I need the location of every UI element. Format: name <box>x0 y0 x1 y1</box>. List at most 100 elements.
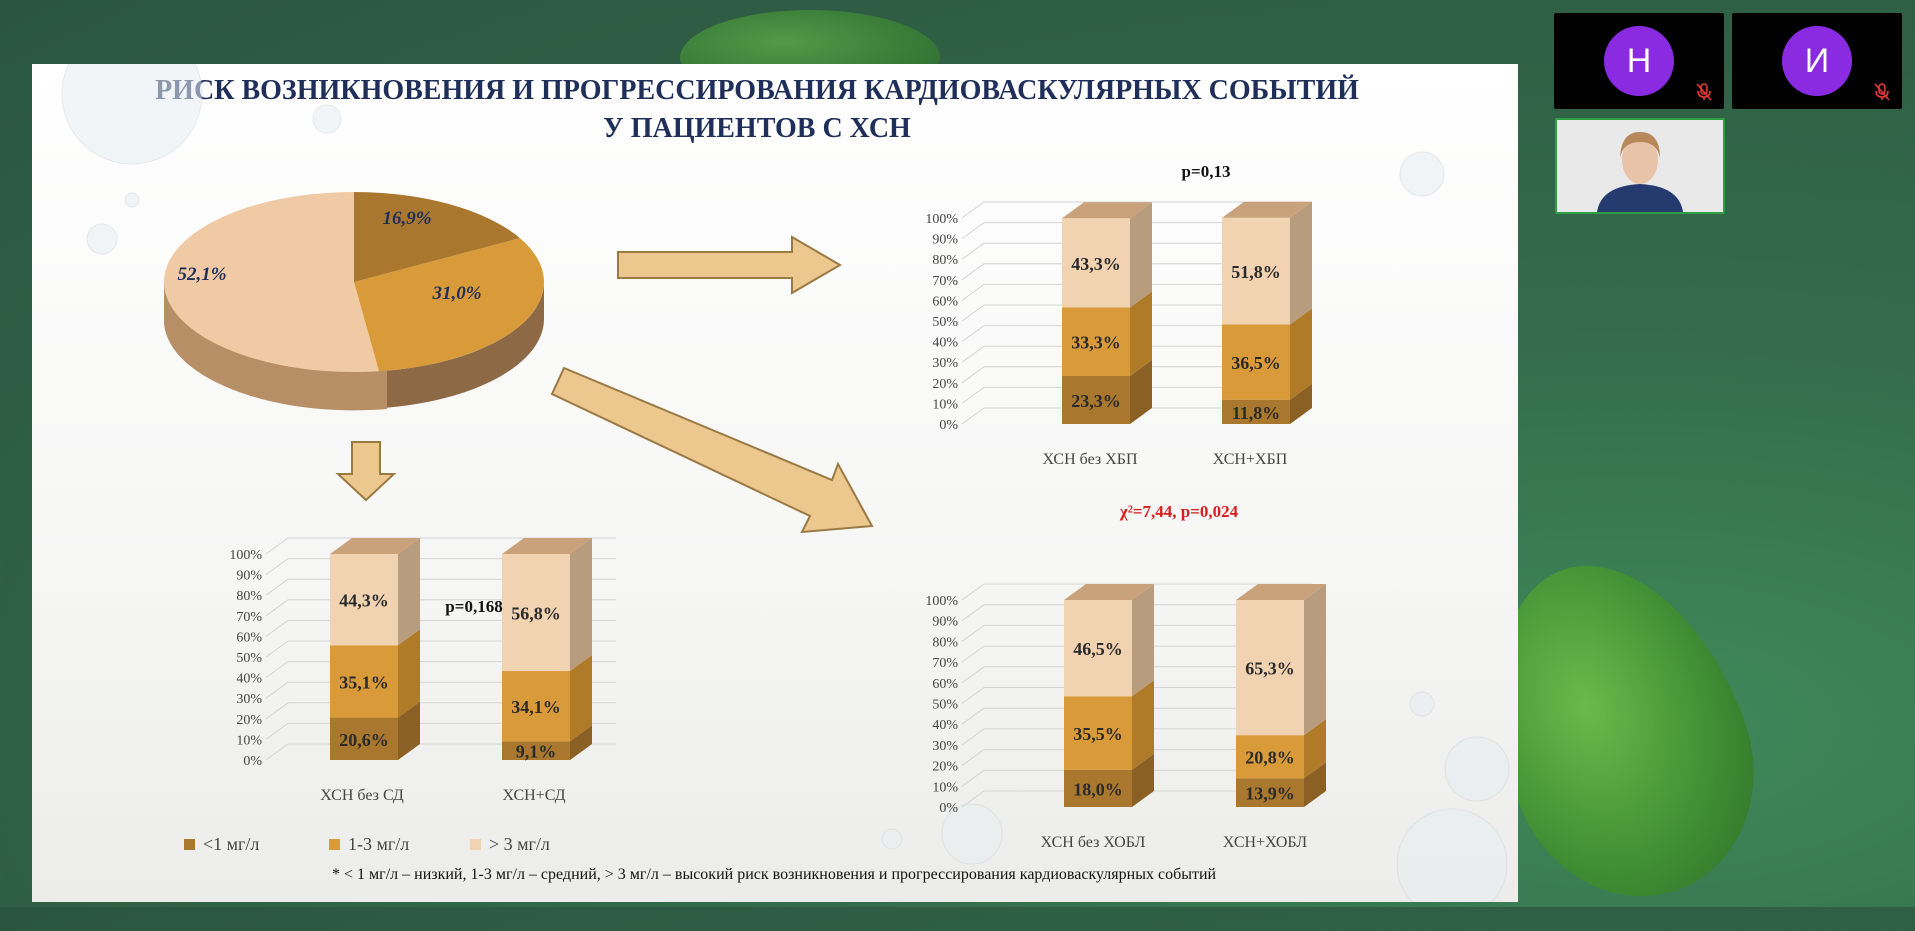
gridline-skew <box>961 222 985 240</box>
bar-segment <box>1236 600 1304 736</box>
participant-avatar: И <box>1782 26 1852 96</box>
pie-slice-mid <box>354 238 544 372</box>
y-tick-label: 20% <box>932 760 958 775</box>
bar-segment-side <box>570 655 592 742</box>
gridline-skew <box>961 645 985 663</box>
bar-value-label: 43,3% <box>1071 254 1121 274</box>
chart-annotation: p=0,168 <box>445 597 502 616</box>
gridline-skew <box>961 728 985 746</box>
bar-segment <box>1062 376 1130 424</box>
y-tick-label: 90% <box>932 233 958 248</box>
bar-value-label: 18,0% <box>1073 779 1123 799</box>
x-category-label: ХСН+ХБП <box>1213 451 1288 468</box>
bar-segment-side <box>1290 201 1312 325</box>
y-tick-label: 80% <box>932 635 958 650</box>
bar-segment <box>502 741 570 760</box>
bar-top <box>1064 584 1154 600</box>
bar-segment-side <box>1290 383 1312 424</box>
y-tick-label: 40% <box>932 336 958 351</box>
footnote: * < 1 мг/л – низкий, 1-3 мг/л – средний,… <box>332 866 1217 883</box>
bar-top <box>1062 202 1152 219</box>
bar-segment <box>1222 217 1290 325</box>
y-tick-label: 50% <box>932 315 958 330</box>
gridline-skew <box>961 687 985 704</box>
bar-value-label: 65,3% <box>1245 659 1295 679</box>
y-tick-label: 0% <box>243 754 262 769</box>
slide-graphics: 16,9% 31,0% 52,1% 0% 10% 20% 30% 40% 50% 60% 70… <box>61 64 1510 902</box>
y-tick-label: 10% <box>932 397 958 412</box>
bar-segment <box>1064 769 1132 807</box>
bar-segment <box>1236 778 1304 807</box>
bar-segment-side <box>398 701 420 760</box>
legend-label: 1-3 мг/л <box>348 834 410 854</box>
chart-annotation: p=0,13 <box>1182 162 1231 181</box>
bar-value-label: 20,8% <box>1245 748 1295 768</box>
gridline-skew <box>265 619 289 637</box>
gridline-skew <box>265 681 289 699</box>
y-tick-label: 70% <box>236 610 262 625</box>
bar-value-label: 23,3% <box>1071 391 1121 411</box>
y-tick-label: 90% <box>932 615 958 630</box>
gridline-skew <box>961 666 985 684</box>
gridline-skew <box>961 769 985 787</box>
y-tick-label: 10% <box>236 733 262 748</box>
gridline-skew <box>961 624 985 642</box>
pie-side-light <box>163 282 387 411</box>
gridline-skew <box>961 325 985 343</box>
gridline-skew <box>265 599 289 617</box>
gridline-skew <box>265 640 289 658</box>
bar-segment-side <box>1132 753 1154 807</box>
pie-slice-low <box>354 192 520 282</box>
bar-segment <box>1062 218 1130 308</box>
gridline-skew <box>961 407 985 425</box>
y-tick-label: 0% <box>939 418 958 433</box>
speaker-video-tile[interactable] <box>1555 118 1725 214</box>
gridline-skew <box>961 790 985 808</box>
bar-segment-side <box>398 538 420 646</box>
bar-value-label: 13,9% <box>1245 784 1295 804</box>
pie-label-mid: 31,0% <box>431 283 481 304</box>
y-tick-label: 90% <box>236 569 262 584</box>
bar-value-label: 33,3% <box>1071 333 1121 353</box>
gridline-skew <box>265 537 289 555</box>
y-tick-label: 40% <box>932 718 958 733</box>
speaker-video-image <box>1557 120 1723 212</box>
pie-chart: 16,9% 31,0% 52,1% <box>163 192 544 411</box>
participant-tile[interactable]: Н <box>1554 13 1724 109</box>
bar-segment <box>1064 696 1132 770</box>
bar-segment <box>1236 735 1304 779</box>
gridline-skew <box>961 366 985 384</box>
legend-item-high: > 3 мг/л <box>470 834 550 855</box>
gridline-skew <box>265 702 289 720</box>
mic-muted-icon <box>1874 83 1890 101</box>
gridline-skew <box>265 722 289 740</box>
y-tick-label: 40% <box>236 672 262 687</box>
bar-segment <box>1222 399 1290 424</box>
bar-value-label: 34,1% <box>511 697 561 717</box>
bar-segment-side <box>1130 202 1152 308</box>
y-tick-label: 30% <box>932 356 958 371</box>
stacked-bar-chart-1: 0% 10% 20% 30% 40% 50% 60% 70% 80% 90% 100% 20,6% 35… <box>229 537 616 804</box>
bar-value-label: 35,1% <box>339 672 389 692</box>
y-tick-label: 20% <box>236 713 262 728</box>
bar-segment-side <box>1304 584 1326 736</box>
gridline-skew <box>961 707 985 725</box>
arrow-right <box>617 235 842 295</box>
y-tick-label: 50% <box>236 651 262 666</box>
gridline-skew <box>961 304 985 322</box>
slide-title: РИСК ВОЗНИКНОВЕНИЯ И ПРОГРЕССИРОВАНИЯ КА… <box>32 72 1482 148</box>
slide-title-line1: РИСК ВОЗНИКНОВЕНИЯ И ПРОГРЕССИРОВАНИЯ КА… <box>155 75 1359 106</box>
bar-segment-side <box>1304 719 1326 779</box>
pie-label-high: 52,1% <box>177 264 226 285</box>
gridline-skew <box>961 583 985 601</box>
y-tick-label: 20% <box>932 377 958 392</box>
y-tick-label: 10% <box>932 780 958 795</box>
y-tick-label: 30% <box>236 692 262 707</box>
gridline-skew <box>961 604 985 622</box>
gridline-skew <box>265 661 289 679</box>
bar-segment <box>1064 600 1132 697</box>
bar-segment-side <box>398 629 420 718</box>
x-category-label: ХСН без ХОБЛ <box>1041 834 1146 851</box>
gridline-skew <box>961 263 985 281</box>
participant-tile[interactable]: И <box>1732 13 1902 109</box>
